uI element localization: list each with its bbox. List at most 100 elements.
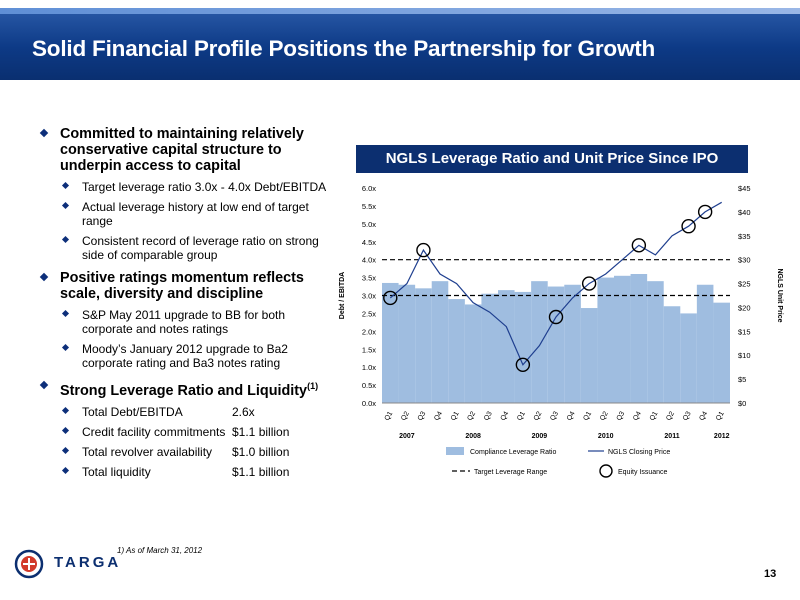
leverage-price-chart: 0.0x 0.5x 1.0x 1.5x 2.0x 2.5x 3.0x 3.5x 4.0x 4.5x… <box>339 184 783 478</box>
bullet-diamond-icon <box>61 181 70 190</box>
leverage-bar <box>481 293 498 403</box>
y2-tick-label: $30 <box>738 256 751 265</box>
sub-bullet: S&P May 2011 upgrade to BB for both corp… <box>60 308 338 336</box>
x-tick-label: Q2 <box>533 410 544 422</box>
sub-bullet: Target leverage ratio 3.0x - 4.0x Debt/E… <box>60 180 338 194</box>
leverage-bar <box>713 302 730 403</box>
bullet-diamond-icon <box>61 343 70 352</box>
x-tick-label: Q4 <box>698 410 709 422</box>
leverage-bar <box>597 277 614 403</box>
leverage-bar <box>663 306 681 403</box>
equity-issuance-marker <box>383 290 398 306</box>
page-number: 13 <box>764 568 777 580</box>
legend-label: NGLS Closing Price <box>608 449 670 456</box>
leverage-bar <box>398 284 416 403</box>
equity-issuance-marker <box>697 204 713 220</box>
y2-tick-label: $5 <box>738 375 746 384</box>
bullet-diamond-icon <box>61 466 70 474</box>
year-label: 2008 <box>465 433 481 440</box>
equity-issuance-marker <box>581 276 597 291</box>
financial-item: Total liquidity $1.1 billion <box>60 465 338 479</box>
bullet-diamond-icon <box>61 235 70 244</box>
equity-issuance-marker <box>416 242 431 258</box>
y-tick-label: 2.5x <box>362 309 376 318</box>
footnote: 1) As of March 31, 2012 <box>117 546 203 555</box>
x-tick-label: Q2 <box>400 410 411 422</box>
year-label: 2007 <box>399 433 415 440</box>
x-tick-label: Q3 <box>483 410 494 422</box>
leverage-bar <box>531 281 548 403</box>
equity-issuance-marker <box>631 238 647 253</box>
legend-label: Compliance Leverage Ratio <box>470 449 556 456</box>
financial-item: Total revolver availability $1.0 billion <box>60 445 338 459</box>
legend-label: Target Leverage Range <box>474 469 547 476</box>
y-tick-label: 5.0x <box>362 220 376 229</box>
leverage-bar <box>547 286 565 403</box>
year-label: 2010 <box>598 433 614 440</box>
y-tick-label: 4.5x <box>362 238 376 247</box>
legend-swatch-leverage <box>446 447 464 455</box>
financial-item: Total Debt/EBITDA 2.6x <box>60 405 338 419</box>
x-tick-label: Q3 <box>549 410 560 422</box>
year-label: 2012 <box>714 433 730 440</box>
y-tick-label: 3.5x <box>362 274 376 283</box>
year-label: 2009 <box>532 433 548 440</box>
leverage-bar <box>448 299 465 403</box>
page-title: Solid Financial Profile Positions the Pa… <box>32 36 656 61</box>
bullet-diamond-icon <box>61 406 70 414</box>
x-tick-label: Q4 <box>433 410 444 422</box>
bullet-diamond-icon <box>61 426 70 434</box>
leverage-bar <box>614 275 631 403</box>
equity-issuance-marker <box>681 219 696 234</box>
y2-tick-label: $45 <box>738 184 751 193</box>
bullet-capital-structure: Committed to maintaining relatively cons… <box>38 126 338 174</box>
y-tick-label: 0.5x <box>362 381 376 390</box>
leverage-bar <box>415 288 432 403</box>
targa-logo-icon <box>14 549 44 579</box>
sub-bullet: Moody’s January 2012 upgrade to Ba2 corp… <box>60 342 338 370</box>
y-tick-label: 4.0x <box>362 256 376 265</box>
y-tick-label: 0.0x <box>362 399 376 408</box>
equity-issuance-marker <box>548 309 564 325</box>
y2-tick-label: $35 <box>738 232 751 241</box>
x-tick-label: Q1 <box>582 410 593 422</box>
bullet-ratings: Positive ratings momentum reflects scale… <box>38 270 338 302</box>
x-tick-label: Q1 <box>384 410 395 422</box>
x-tick-label: Q2 <box>599 410 610 422</box>
y2-tick-label: $10 <box>738 351 751 360</box>
y-tick-label: 6.0x <box>362 184 376 193</box>
y2-tick-label: $40 <box>738 208 751 217</box>
legend-swatch-equity <box>599 464 613 478</box>
chart-title: NGLS Leverage Ratio and Unit Price Since… <box>356 145 748 173</box>
leverage-bar <box>647 281 664 403</box>
x-tick-label: Q4 <box>632 410 643 422</box>
leverage-bar <box>630 274 648 403</box>
x-tick-label: Q1 <box>516 410 527 422</box>
x-tick-label: Q1 <box>715 410 726 422</box>
leverage-bar <box>514 291 532 403</box>
y-tick-label: 2.0x <box>362 327 376 336</box>
bullet-liquidity: Strong Leverage Ratio and Liquidity(1) <box>38 378 338 399</box>
y-tick-label: 1.5x <box>362 345 376 354</box>
x-tick-label: Q4 <box>566 410 577 422</box>
x-tick-label: Q2 <box>466 410 477 422</box>
x-tick-label: Q3 <box>682 410 693 422</box>
bullet-diamond-icon <box>61 446 70 454</box>
leverage-bar <box>498 290 515 403</box>
leverage-bar <box>696 284 714 403</box>
bullet-diamond-icon <box>39 128 49 138</box>
leverage-bar <box>680 313 697 403</box>
price-line <box>389 201 723 366</box>
bullet-diamond-icon <box>61 201 70 210</box>
y-tick-label: 5.5x <box>362 202 376 211</box>
x-tick-label: Q1 <box>649 410 660 422</box>
y2-tick-label: $20 <box>738 303 751 312</box>
leverage-bar <box>431 281 449 403</box>
y-tick-label: 3.0x <box>362 292 376 301</box>
y2-tick-label: $0 <box>738 399 746 408</box>
y2-axis-label: NGLS Unit Price <box>776 268 783 322</box>
x-tick-label: Q2 <box>665 410 676 422</box>
sub-bullet: Consistent record of leverage ratio on s… <box>60 234 338 262</box>
x-tick-label: Q3 <box>417 410 428 422</box>
leverage-bar <box>564 284 581 403</box>
